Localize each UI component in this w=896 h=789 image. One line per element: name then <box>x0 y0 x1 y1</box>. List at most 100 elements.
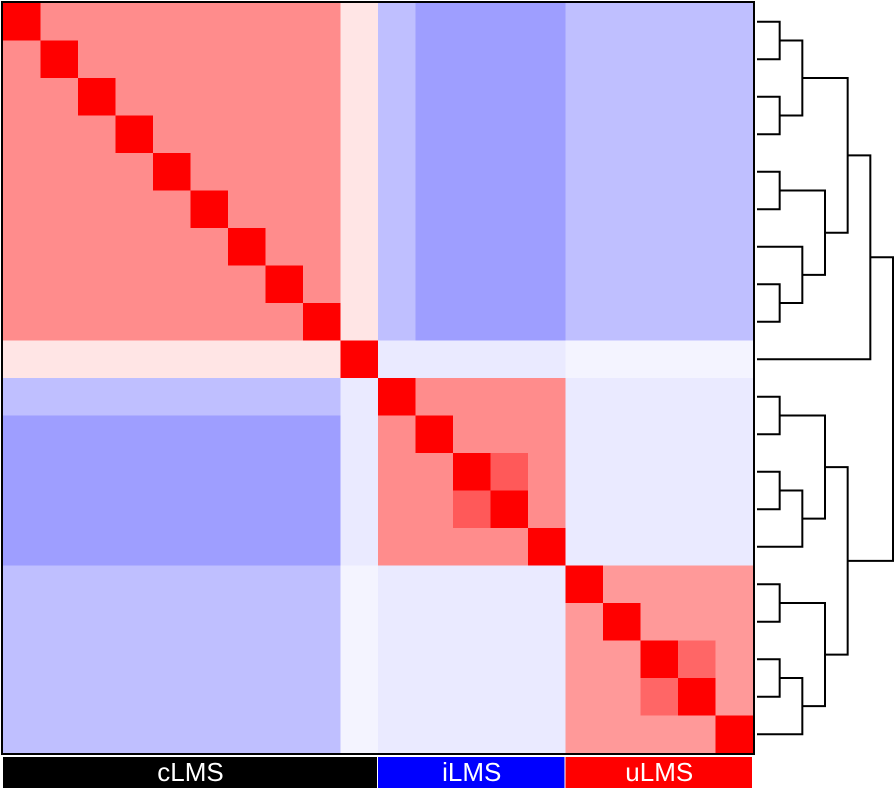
cell <box>115 640 154 679</box>
cell <box>678 115 716 154</box>
cell <box>453 115 491 154</box>
cell <box>40 115 79 154</box>
cell <box>153 490 191 529</box>
dendrogram-link <box>757 583 781 623</box>
cell <box>115 190 154 229</box>
cell <box>3 603 41 641</box>
cell <box>190 715 229 754</box>
cell <box>228 640 266 679</box>
cell <box>228 603 266 641</box>
cell <box>3 228 41 266</box>
cell <box>528 303 566 341</box>
cell <box>190 453 229 491</box>
cell <box>3 340 41 379</box>
cell <box>303 340 341 379</box>
cell <box>340 603 379 641</box>
cell <box>115 265 154 304</box>
cell <box>528 453 566 491</box>
cell <box>303 415 341 454</box>
cell <box>78 340 116 379</box>
cell <box>678 228 716 266</box>
cell <box>565 153 604 191</box>
cell <box>78 603 116 641</box>
cell <box>490 190 529 229</box>
cell <box>303 40 341 79</box>
cell <box>303 78 341 116</box>
cell <box>265 340 304 379</box>
cell <box>115 303 154 341</box>
cell <box>678 378 716 416</box>
cell <box>378 3 416 41</box>
cell <box>715 340 754 379</box>
cell <box>153 228 191 266</box>
cell <box>603 678 641 716</box>
cell <box>303 378 341 416</box>
cell <box>603 378 641 416</box>
cell <box>265 190 304 229</box>
cell <box>340 715 379 754</box>
cell <box>678 603 716 641</box>
cell <box>40 153 79 191</box>
cell <box>3 453 41 491</box>
cell <box>153 453 191 491</box>
cell <box>228 453 266 491</box>
cell <box>453 303 491 341</box>
cell <box>190 490 229 529</box>
cell <box>715 303 754 341</box>
cell <box>565 453 604 491</box>
cell <box>3 3 41 41</box>
cell <box>115 715 154 754</box>
cell <box>40 415 79 454</box>
cell <box>528 415 566 454</box>
cell <box>115 228 154 266</box>
cell <box>153 565 191 604</box>
cell <box>40 565 79 604</box>
cell <box>678 303 716 341</box>
cell <box>190 603 229 641</box>
cell <box>265 715 304 754</box>
cell <box>453 715 491 754</box>
cell <box>415 453 454 491</box>
cell <box>378 190 416 229</box>
cell <box>78 678 116 716</box>
group-label: uLMS <box>625 757 693 787</box>
cell <box>340 78 379 116</box>
dendrogram-link <box>757 283 781 323</box>
cell <box>3 303 41 341</box>
cell <box>415 265 454 304</box>
cell <box>340 490 379 529</box>
cell <box>640 415 679 454</box>
cell <box>640 228 679 266</box>
cell <box>378 528 416 566</box>
cell <box>453 190 491 229</box>
cell <box>453 228 491 266</box>
cell <box>78 490 116 529</box>
cell <box>640 453 679 491</box>
cell <box>78 415 116 454</box>
cell <box>565 378 604 416</box>
cell <box>453 528 491 566</box>
cell <box>228 715 266 754</box>
cell <box>153 640 191 679</box>
cell <box>640 528 679 566</box>
cell <box>115 340 154 379</box>
cell <box>490 528 529 566</box>
cell <box>453 415 491 454</box>
cell <box>265 265 304 304</box>
cell <box>115 78 154 116</box>
cell <box>303 565 341 604</box>
cell <box>153 415 191 454</box>
cell <box>453 40 491 79</box>
cell <box>115 115 154 154</box>
cell <box>340 415 379 454</box>
group-label: cLMS <box>157 757 223 787</box>
cell <box>378 715 416 754</box>
cell <box>378 153 416 191</box>
cell <box>490 715 529 754</box>
cell <box>415 603 454 641</box>
cell <box>490 340 529 379</box>
cell <box>115 565 154 604</box>
cell <box>228 565 266 604</box>
cell <box>115 528 154 566</box>
cell <box>565 78 604 116</box>
